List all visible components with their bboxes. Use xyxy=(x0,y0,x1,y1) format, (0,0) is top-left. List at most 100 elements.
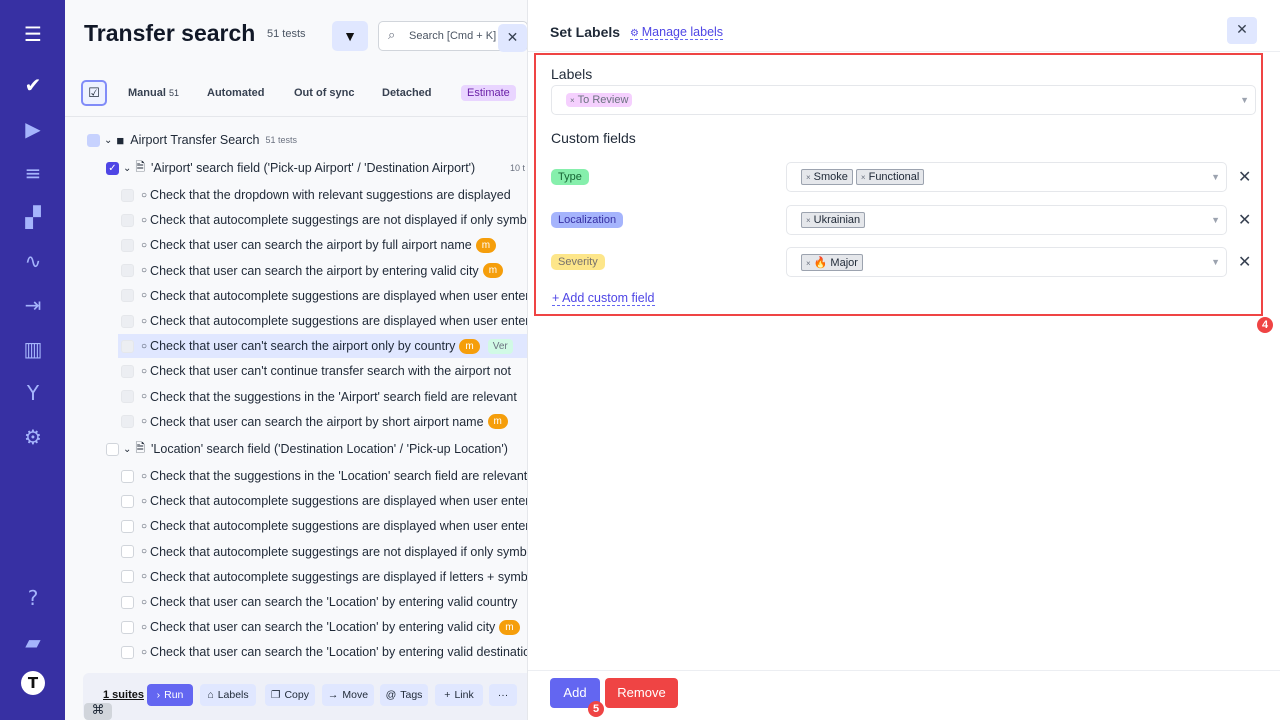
remove-chip-icon[interactable]: × xyxy=(806,215,811,225)
status-circle-icon: ○ xyxy=(141,340,148,352)
pulse-icon[interactable]: ∿ xyxy=(24,249,42,273)
play-circle-icon[interactable]: ▶ xyxy=(25,117,41,141)
remove-chip-icon[interactable]: × xyxy=(806,173,811,182)
checkbox[interactable] xyxy=(121,188,134,202)
command-icon[interactable]: ⌘ xyxy=(84,703,112,720)
copy-button[interactable]: ❐ Copy xyxy=(265,684,315,706)
list-check-icon[interactable]: ≡ xyxy=(24,161,42,185)
custom-field-select[interactable]: × Smoke × Functional ▼ xyxy=(786,162,1227,192)
priority-badge: m xyxy=(459,338,480,354)
chevron-down-icon[interactable]: ⌄ xyxy=(123,443,132,455)
chevron-down-icon[interactable]: ⌄ xyxy=(104,134,113,146)
checkbox[interactable] xyxy=(121,519,134,533)
labels-button[interactable]: ⌂ Labels xyxy=(200,684,256,706)
suite-row[interactable]: ⌄ 🗎 'Location' search field ('Destinatio… xyxy=(106,437,527,461)
tab-manual[interactable]: Manual 51 xyxy=(128,87,179,99)
remove-button[interactable]: Remove xyxy=(605,678,678,708)
test-row[interactable]: ○ Check that autocomplete suggestions are… xyxy=(121,309,527,333)
checkbox[interactable] xyxy=(121,570,134,584)
checkbox[interactable] xyxy=(121,620,134,634)
add-custom-field-link[interactable]: + Add custom field xyxy=(552,291,655,306)
labels-select[interactable]: × To Review ▼ xyxy=(551,85,1256,115)
checkbox[interactable] xyxy=(121,238,134,252)
test-row[interactable]: ○ Check that user can't continue transfer… xyxy=(121,359,527,383)
test-row[interactable]: ○ Check that autocomplete suggestions are… xyxy=(121,489,527,513)
checkbox[interactable] xyxy=(121,469,134,483)
test-row[interactable]: ○ Check that user can search the airport … xyxy=(121,259,527,283)
selected-suites-link[interactable]: 1 suites xyxy=(103,689,144,701)
checkbox[interactable] xyxy=(121,314,134,328)
tab-detached[interactable]: Detached xyxy=(382,87,432,99)
test-row[interactable]: ○ Check that user can't search the airpor… xyxy=(118,334,527,359)
test-row[interactable]: ○ Check that the suggestions in the 'Airp… xyxy=(121,385,527,409)
select-all-toggle[interactable]: ☑ xyxy=(81,80,107,106)
close-search-button[interactable]: ✕ xyxy=(498,24,527,52)
status-circle-icon: ○ xyxy=(141,621,148,633)
remove-field-icon[interactable]: ✕ xyxy=(1238,209,1252,229)
checkbox[interactable] xyxy=(121,289,134,303)
test-row[interactable]: ○ Check that user can search the airport … xyxy=(121,410,527,434)
page-title: Transfer search xyxy=(84,20,256,46)
tags-button[interactable]: @ Tags xyxy=(380,684,428,706)
avatar-icon[interactable]: T xyxy=(21,671,45,695)
menu-icon[interactable]: ☰ xyxy=(24,22,42,46)
checkbox[interactable] xyxy=(121,645,134,659)
value-chip[interactable]: × 🔥 Major xyxy=(801,253,863,271)
checkbox[interactable] xyxy=(121,545,134,559)
test-row[interactable]: ○ Check that user can search the 'Locatio… xyxy=(121,590,527,614)
checkbox[interactable] xyxy=(121,390,134,404)
test-row[interactable]: ○ Check that the dropdown with relevant s… xyxy=(121,183,527,207)
remove-chip-icon[interactable]: × xyxy=(860,173,866,182)
branch-icon[interactable]: Y xyxy=(26,381,40,405)
label-chip[interactable]: × To Review xyxy=(566,93,633,107)
partial-checkbox[interactable] xyxy=(87,133,100,147)
suite-row[interactable]: ✓ ⌄ 🗎 'Airport' search field ('Pick-up A… xyxy=(106,156,525,180)
check-icon[interactable]: ✔ xyxy=(24,73,42,97)
test-row[interactable]: ○ Check that autocomplete suggestings are… xyxy=(121,208,527,232)
custom-field-select[interactable]: × Ukrainian ▼ xyxy=(786,204,1227,235)
checkbox[interactable] xyxy=(121,595,134,609)
tab-estimate[interactable]: Estimate xyxy=(461,85,516,101)
bar-chart-icon[interactable]: ▥ xyxy=(23,337,43,361)
checkbox[interactable] xyxy=(121,494,134,508)
gear-icon[interactable]: ⚙ xyxy=(24,425,42,449)
test-row[interactable]: ○ Check that autocomplete suggestions are… xyxy=(121,284,527,308)
close-panel-button[interactable]: ✕ xyxy=(1227,17,1257,44)
value-chip[interactable]: × Ukrainian xyxy=(801,211,866,228)
run-button[interactable]: › Run xyxy=(147,684,193,706)
test-row[interactable]: ○ Check that user can search the airport … xyxy=(121,233,527,257)
filter-button[interactable]: ▼ xyxy=(332,21,368,51)
link-button[interactable]: + Link xyxy=(435,684,483,706)
remove-field-icon[interactable]: ✕ xyxy=(1238,167,1252,186)
test-row[interactable]: ○ Check that autocomplete suggestings are… xyxy=(121,540,527,564)
help-icon[interactable]: ? xyxy=(27,586,39,610)
manage-labels-link[interactable]: ⚙ Manage labels xyxy=(630,25,724,40)
checkbox[interactable] xyxy=(106,442,119,456)
checkbox[interactable] xyxy=(121,339,134,353)
remove-chip-icon[interactable]: × xyxy=(570,96,575,105)
value-chip[interactable]: × Functional xyxy=(855,169,925,185)
test-row[interactable]: ○ Check that autocomplete suggestings are… xyxy=(121,565,527,589)
import-icon[interactable]: ⇥ xyxy=(24,293,42,317)
move-button[interactable]: → Move xyxy=(322,684,374,706)
checkbox[interactable] xyxy=(121,415,134,429)
tab-automated[interactable]: Automated xyxy=(207,87,265,99)
custom-field-select[interactable]: × 🔥 Major ▼ xyxy=(786,247,1227,277)
checkbox[interactable] xyxy=(121,364,134,378)
checked-checkbox[interactable]: ✓ xyxy=(106,161,119,175)
remove-field-icon[interactable]: ✕ xyxy=(1238,252,1252,271)
test-row[interactable]: ○ Check that the suggestions in the 'Loca… xyxy=(121,464,527,488)
steps-icon[interactable]: ▞ xyxy=(25,205,41,229)
tab-out-of-sync[interactable]: Out of sync xyxy=(294,87,355,99)
root-suite-row[interactable]: ⌄ ■ Airport Transfer Search 51 tests xyxy=(87,128,527,152)
checkbox[interactable] xyxy=(121,264,134,278)
value-chip[interactable]: × Smoke xyxy=(801,169,853,185)
test-row[interactable]: ○ Check that user can search the 'Locatio… xyxy=(121,640,527,664)
checkbox[interactable] xyxy=(121,213,134,227)
test-row[interactable]: ○ Check that user can search the 'Locatio… xyxy=(121,615,527,639)
folder-icon[interactable]: ▰ xyxy=(25,630,41,654)
chevron-down-icon[interactable]: ⌄ xyxy=(123,162,132,174)
test-row[interactable]: ○ Check that autocomplete suggestions are… xyxy=(121,514,527,538)
more-button[interactable]: ··· xyxy=(489,684,517,706)
remove-chip-icon[interactable]: × xyxy=(806,258,811,268)
